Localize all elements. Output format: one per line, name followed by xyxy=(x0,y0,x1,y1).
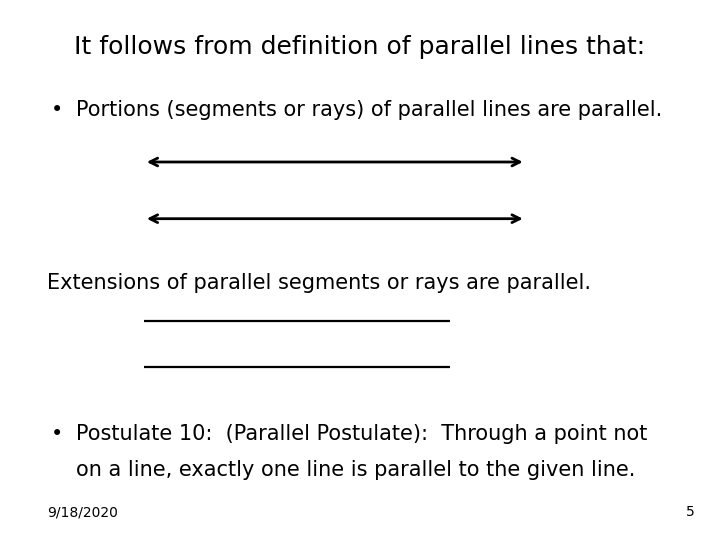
Text: Extensions of parallel segments or rays are parallel.: Extensions of parallel segments or rays … xyxy=(47,273,591,293)
Text: It follows from definition of parallel lines that:: It follows from definition of parallel l… xyxy=(74,35,646,59)
Text: Postulate 10:  (Parallel Postulate):  Through a point not: Postulate 10: (Parallel Postulate): Thro… xyxy=(76,424,647,444)
Text: 9/18/2020: 9/18/2020 xyxy=(47,505,117,519)
Text: •: • xyxy=(50,100,63,120)
Text: 5: 5 xyxy=(686,505,695,519)
Text: •: • xyxy=(50,424,63,444)
Text: on a line, exactly one line is parallel to the given line.: on a line, exactly one line is parallel … xyxy=(76,460,635,480)
Text: Portions (segments or rays) of parallel lines are parallel.: Portions (segments or rays) of parallel … xyxy=(76,100,662,120)
